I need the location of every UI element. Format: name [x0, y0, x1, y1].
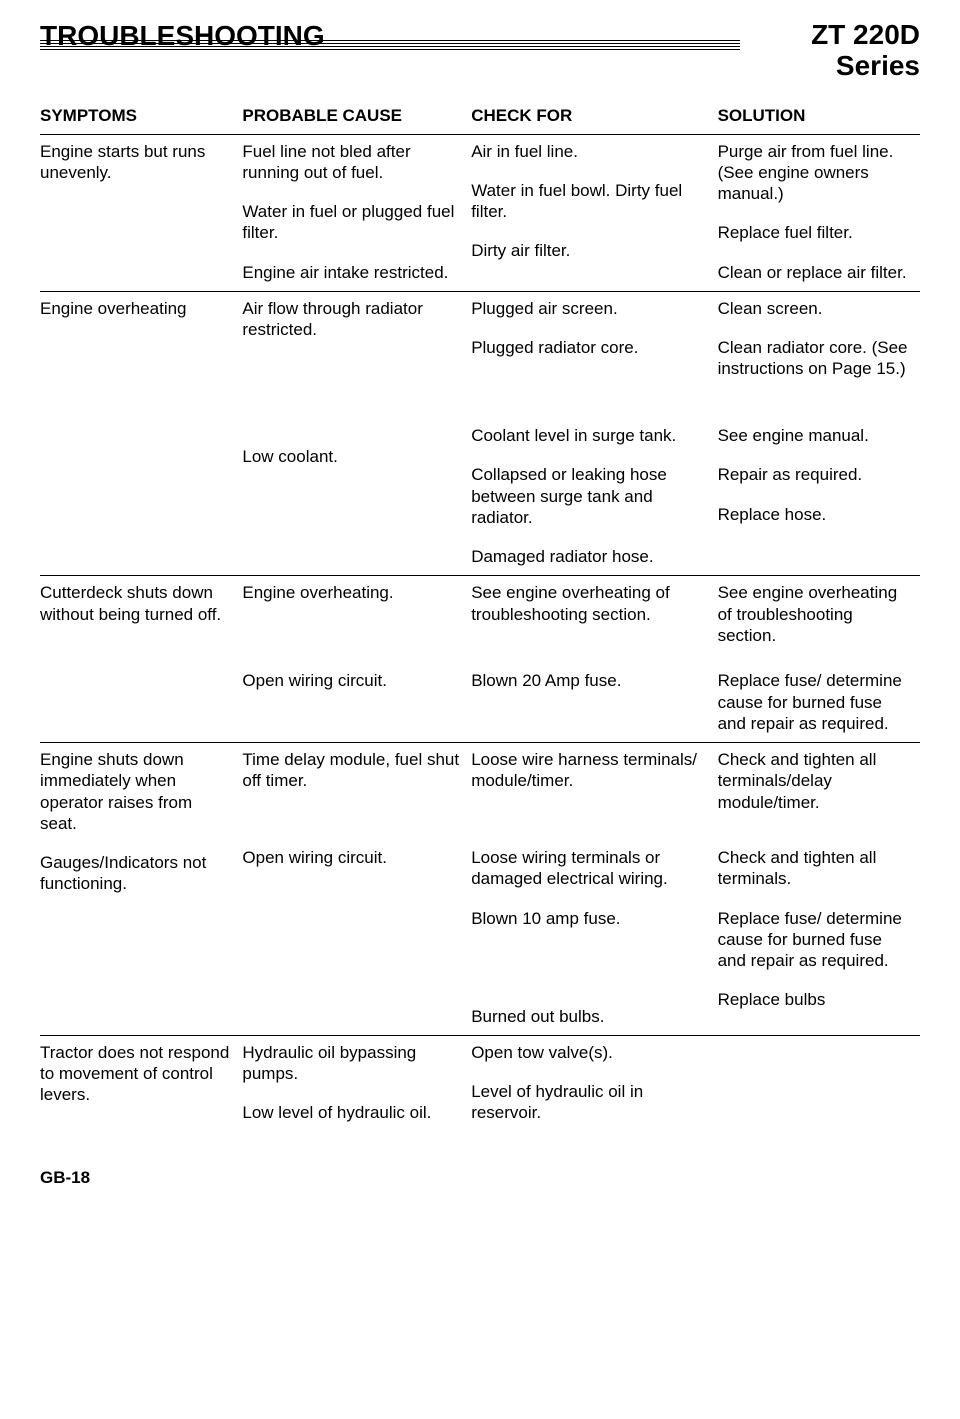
cause-cell: Fuel line not bled after running out of … [242, 134, 471, 291]
model-title: ZT 220D Series [811, 20, 920, 82]
symptom-cell: Engine starts but runs unevenly. [40, 134, 242, 291]
cause-cell: Engine overheating. Open wiring circuit. [242, 576, 471, 743]
check-cell: Loose wire harness terminals/ module/tim… [471, 743, 717, 1036]
solution-cell: Check and tighten all terminals/delay mo… [718, 743, 920, 1036]
troubleshooting-table: SYMPTOMS PROBABLE CAUSE CHECK FOR SOLUTI… [40, 100, 920, 1148]
table-header-row: SYMPTOMS PROBABLE CAUSE CHECK FOR SOLUTI… [40, 100, 920, 135]
check-cell: Open tow valve(s). Level of hydraulic oi… [471, 1035, 717, 1147]
table-row: Cutterdeck shuts down without being turn… [40, 576, 920, 743]
section-title: TROUBLESHOOTING [40, 20, 325, 54]
check-cell: Plugged air screen. Plugged radiator cor… [471, 291, 717, 576]
table-row: Engine overheating Air flow through radi… [40, 291, 920, 576]
col-symptoms: SYMPTOMS [40, 100, 242, 135]
symptom-cell: Engine shuts down immediately when opera… [40, 743, 242, 1036]
cause-cell: Hydraulic oil bypassing pumps. Low level… [242, 1035, 471, 1147]
solution-cell: Clean screen. Clean radiator core. (See … [718, 291, 920, 576]
solution-cell: Purge air from fuel line. (See engine ow… [718, 134, 920, 291]
symptom-cell: Tractor does not respond to movement of … [40, 1035, 242, 1147]
col-cause: PROBABLE CAUSE [242, 100, 471, 135]
solution-cell: See engine overheating of troubleshootin… [718, 576, 920, 743]
col-check: CHECK FOR [471, 100, 717, 135]
symptom-cell: Engine overheating [40, 291, 242, 576]
solution-cell [718, 1035, 920, 1147]
table-row: Engine starts but runs unevenly. Fuel li… [40, 134, 920, 291]
symptom-cell: Cutterdeck shuts down without being turn… [40, 576, 242, 743]
check-cell: Air in fuel line. Water in fuel bowl. Di… [471, 134, 717, 291]
cause-cell: Time delay module, fuel shut off timer. … [242, 743, 471, 1036]
check-cell: See engine overheating of troubleshootin… [471, 576, 717, 743]
table-row: Engine shuts down immediately when opera… [40, 743, 920, 1036]
cause-cell: Air flow through radiator restricted. Lo… [242, 291, 471, 576]
page-number: GB-18 [40, 1168, 920, 1188]
table-row: Tractor does not respond to movement of … [40, 1035, 920, 1147]
model-line2: Series [811, 51, 920, 82]
model-line1: ZT 220D [811, 20, 920, 51]
col-solution: SOLUTION [718, 100, 920, 135]
